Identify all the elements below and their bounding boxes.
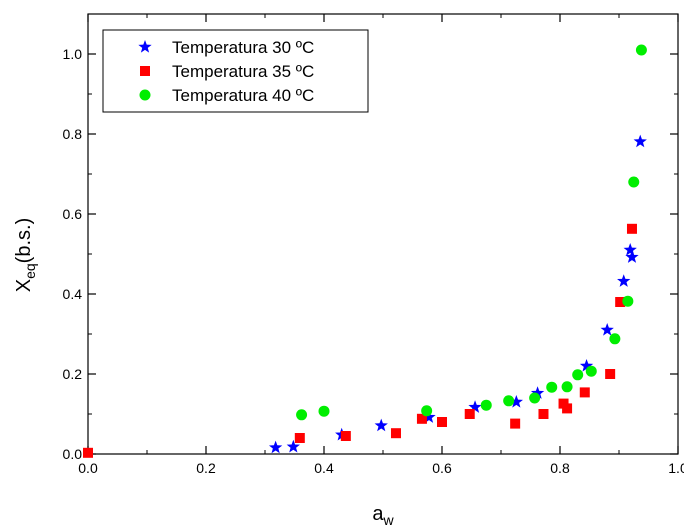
legend-label: Temperatura 40 ºC bbox=[172, 86, 314, 105]
data-point-square bbox=[390, 428, 401, 439]
data-point-circle bbox=[503, 395, 515, 407]
x-tick-label: 0.4 bbox=[314, 460, 334, 476]
data-point-square bbox=[615, 297, 626, 307]
data-point-square bbox=[294, 433, 305, 443]
data-point-star bbox=[422, 410, 436, 423]
legend-marker-star bbox=[138, 40, 152, 53]
legend-label: Temperatura 35 ºC bbox=[172, 62, 314, 81]
x-tick-label: 0.8 bbox=[550, 460, 570, 476]
data-point-square bbox=[605, 369, 616, 379]
x-tick-label: 1.0 bbox=[668, 460, 684, 476]
data-point-circle bbox=[546, 381, 558, 393]
data-point-star bbox=[617, 274, 631, 287]
data-point-square bbox=[562, 403, 573, 414]
data-point-star bbox=[633, 134, 647, 148]
data-point-circle bbox=[585, 365, 597, 377]
legend-label: Temperatura 30 ºC bbox=[172, 38, 314, 57]
legend: Temperatura 30 ºC Temperatura 35 ºC Temper… bbox=[102, 29, 369, 113]
data-point-square bbox=[416, 413, 427, 424]
data-point-circle bbox=[480, 399, 492, 411]
y-tick-label: 0.6 bbox=[63, 206, 83, 222]
data-point-star bbox=[623, 243, 637, 256]
x-tick-label: 0.2 bbox=[196, 460, 216, 476]
data-point-square bbox=[579, 387, 590, 398]
data-point-circle bbox=[635, 44, 647, 56]
data-point-circle bbox=[529, 392, 541, 404]
data-point-star bbox=[579, 359, 594, 372]
data-point-star bbox=[625, 250, 639, 263]
data-point-circle bbox=[561, 381, 573, 393]
data-point-star bbox=[286, 439, 300, 453]
y-tick-label: 0.2 bbox=[63, 366, 83, 382]
data-point-star bbox=[268, 440, 283, 454]
data-point-square bbox=[83, 447, 93, 458]
data-point-square bbox=[437, 417, 447, 427]
data-point-circle bbox=[622, 295, 634, 307]
data-point-circle bbox=[609, 333, 621, 345]
data-point-square bbox=[340, 431, 351, 441]
data-point-square bbox=[538, 409, 549, 419]
legend-marker-circle bbox=[139, 89, 151, 101]
data-point-square bbox=[626, 223, 637, 234]
y-tick-label: 1.0 bbox=[63, 46, 83, 62]
y-tick-label: 0.8 bbox=[63, 126, 83, 142]
axis-ticks bbox=[87, 13, 679, 455]
data-point-star bbox=[600, 323, 614, 336]
y-axis-title: Xeq(b.s.) bbox=[13, 218, 38, 292]
data-point-circle bbox=[572, 369, 584, 381]
axis-tick-labels: 0.0 0.2 0.4 0.6 0.8 1.0 0.0 0.2 0.4 0.6 0.8 1.0 bbox=[63, 46, 684, 476]
data-point-square bbox=[510, 418, 521, 429]
data-point-circle bbox=[628, 176, 640, 188]
legend-marker-square bbox=[140, 66, 150, 76]
y-tick-label: 0.0 bbox=[63, 446, 83, 462]
data-points bbox=[83, 44, 647, 458]
y-tick-label: 0.4 bbox=[63, 286, 83, 302]
x-tick-label: 0.6 bbox=[432, 460, 452, 476]
x-tick-label: 0.0 bbox=[78, 460, 98, 476]
data-point-circle bbox=[318, 405, 330, 417]
data-point-star bbox=[374, 418, 388, 432]
data-point-star bbox=[468, 400, 482, 413]
data-point-star bbox=[530, 386, 545, 399]
data-point-circle bbox=[421, 405, 433, 417]
data-point-square bbox=[464, 409, 475, 419]
x-axis-title: aw bbox=[372, 503, 394, 525]
data-point-star bbox=[509, 395, 523, 408]
data-point-circle bbox=[296, 409, 308, 421]
